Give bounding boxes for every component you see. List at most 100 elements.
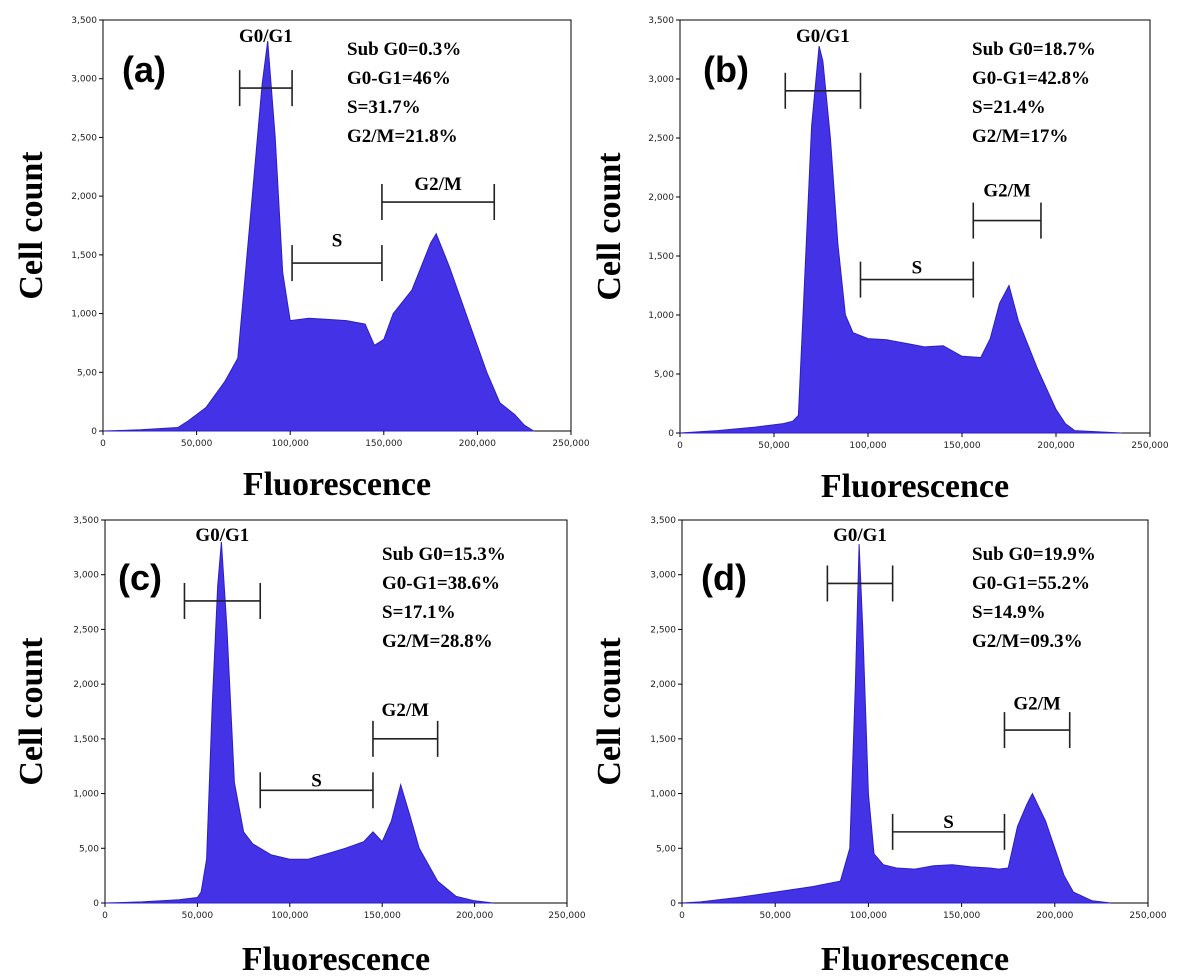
y-tick-label: 3,000 — [73, 571, 99, 581]
histogram-area — [679, 45, 1122, 434]
gate-label: G2/M — [983, 181, 1031, 202]
x-tick-label: 100,000 — [850, 911, 887, 921]
gate-label: S — [332, 230, 343, 251]
x-tick-label: 0 — [679, 911, 685, 921]
panel-label: (d) — [701, 557, 747, 598]
y-axis-title: Cell count — [591, 152, 628, 301]
phase-percentage: G2/M=28.8% — [382, 631, 493, 652]
y-tick-label: 0 — [670, 899, 676, 909]
x-tick-label: 250,000 — [1129, 911, 1166, 921]
y-tick-label: 2,000 — [650, 680, 676, 690]
histogram-panel: 0 5,00 1,000 1,500 2,000 2,500 3,000 3,500 0 50,0… — [13, 516, 586, 976]
histogram-area — [102, 41, 536, 432]
x-axis-title: Fluorescence — [242, 941, 430, 976]
histogram-area — [104, 541, 494, 904]
phase-percentage: G2/M=21.8% — [347, 126, 458, 147]
y-tick-label: 2,500 — [73, 625, 99, 635]
gate-label: G0/G1 — [833, 525, 887, 546]
y-tick-label: 1,500 — [71, 251, 97, 261]
phase-percentage: S=31.7% — [347, 97, 421, 118]
gate-label: G2/M — [414, 174, 462, 195]
phase-percentage: Sub G0=0.3% — [347, 39, 461, 60]
x-tick-label: 50,000 — [181, 439, 213, 449]
phase-percentage: S=21.4% — [972, 97, 1046, 118]
y-tick-label: 5,00 — [654, 370, 674, 380]
phase-percentage: S=17.1% — [382, 602, 456, 623]
phase-percentage: Sub G0=18.7% — [972, 39, 1096, 60]
y-tick-label: 2,000 — [648, 193, 674, 203]
y-tick-label: 5,00 — [77, 368, 97, 378]
y-tick-label: 1,500 — [650, 735, 676, 745]
x-tick-label: 250,000 — [548, 911, 585, 921]
y-tick-label: 3,000 — [650, 571, 676, 581]
phase-percentage: G0-G1=38.6% — [382, 573, 500, 594]
y-tick-label: 1,000 — [650, 790, 676, 800]
phase-percentage: S=14.9% — [972, 602, 1046, 623]
phase-percentage: G0-G1=42.8% — [972, 68, 1090, 89]
x-axis-title: Fluorescence — [243, 466, 431, 503]
x-tick-label: 250,000 — [552, 439, 589, 449]
gate-label: G2/M — [1013, 694, 1061, 715]
x-axis-title: Fluorescence — [821, 941, 1009, 976]
x-tick-label: 50,000 — [182, 911, 214, 921]
y-axis-title: Cell count — [13, 151, 50, 300]
x-tick-label: 250,000 — [1131, 441, 1168, 451]
gate-label: S — [912, 257, 923, 278]
x-tick-label: 100,000 — [271, 911, 308, 921]
y-axis-title: Cell count — [13, 637, 50, 786]
y-tick-label: 3,500 — [71, 16, 97, 26]
y-tick-label: 5,00 — [79, 844, 99, 854]
phase-percentage: Sub G0=19.9% — [972, 544, 1096, 565]
y-tick-label: 1,000 — [648, 311, 674, 321]
histogram-panel: 0 5,00 1,000 1,500 2,000 2,500 3,000 3,500 0 50,0… — [591, 516, 1167, 976]
phase-percentage: G0-G1=55.2% — [972, 573, 1090, 594]
y-tick-label: 5,00 — [656, 844, 676, 854]
x-tick-label: 0 — [102, 911, 108, 921]
plot-frame — [681, 519, 1149, 904]
y-tick-label: 3,500 — [73, 516, 99, 526]
x-tick-label: 100,000 — [849, 441, 886, 451]
x-tick-label: 150,000 — [943, 441, 980, 451]
x-tick-label: 50,000 — [759, 911, 791, 921]
y-tick-label: 3,000 — [71, 75, 97, 85]
gate-label: G0/G1 — [239, 26, 293, 47]
plot-frame — [104, 519, 568, 904]
y-tick-label: 2,000 — [71, 192, 97, 202]
y-tick-label: 0 — [668, 429, 674, 439]
y-axis-title: Cell count — [591, 637, 628, 786]
y-tick-label: 3,500 — [650, 516, 676, 526]
y-tick-label: 0 — [91, 427, 97, 437]
gate-label: S — [311, 770, 322, 791]
y-tick-label: 2,500 — [71, 133, 97, 143]
x-tick-label: 150,000 — [943, 911, 980, 921]
y-tick-label: 3,000 — [648, 75, 674, 85]
x-tick-label: 50,000 — [758, 441, 790, 451]
panel-label: (a) — [122, 49, 166, 90]
x-tick-label: 200,000 — [1037, 441, 1074, 451]
x-tick-label: 150,000 — [364, 911, 401, 921]
x-tick-label: 200,000 — [456, 911, 493, 921]
y-tick-label: 2,500 — [648, 134, 674, 144]
y-tick-label: 1,500 — [73, 735, 99, 745]
y-tick-label: 0 — [93, 899, 99, 909]
x-tick-label: 200,000 — [1036, 911, 1073, 921]
x-tick-label: 0 — [100, 439, 106, 449]
gate-label: G0/G1 — [796, 26, 850, 47]
gate-label: S — [943, 812, 954, 833]
y-tick-label: 2,000 — [73, 680, 99, 690]
panel-label: (c) — [118, 557, 162, 598]
x-tick-label: 150,000 — [365, 439, 402, 449]
histogram-panel: 0 5,00 1,000 1,500 2,000 2,500 3,000 3,500 0 50,0… — [13, 16, 590, 503]
y-tick-label: 3,500 — [648, 16, 674, 26]
histogram-area — [681, 544, 1111, 904]
phase-percentage: Sub G0=15.3% — [382, 544, 506, 565]
x-tick-label: 0 — [677, 441, 683, 451]
x-tick-label: 100,000 — [272, 439, 309, 449]
gate-label: G2/M — [382, 700, 430, 721]
gate-label: G0/G1 — [195, 525, 249, 546]
phase-percentage: G0-G1=46% — [347, 68, 451, 89]
y-tick-label: 1,000 — [73, 790, 99, 800]
x-tick-label: 200,000 — [459, 439, 496, 449]
x-axis-title: Fluorescence — [821, 468, 1009, 505]
